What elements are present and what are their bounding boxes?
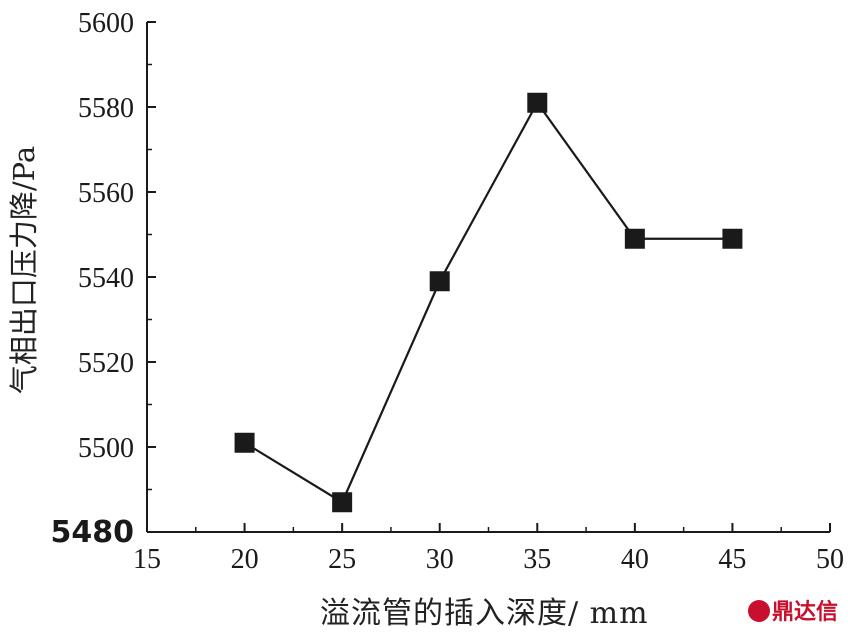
y-tick-label: 5500 <box>78 433 134 464</box>
y-tick-label: 5540 <box>78 263 134 294</box>
x-tick-label: 20 <box>231 544 259 575</box>
x-tick-label: 15 <box>133 544 161 575</box>
data-point-marker <box>332 492 353 513</box>
data-point-marker <box>722 228 743 249</box>
y-axis-label: 气相出口压力降/Pa <box>7 145 41 395</box>
series-line <box>243 100 733 504</box>
y-axis-label-box: 气相出口压力降/Pa <box>2 120 42 420</box>
x-axis-label: 溢流管的插入深度/ mm <box>320 596 649 631</box>
watermark-text: 鼎达信 <box>772 600 839 625</box>
y-tick-label: 5600 <box>78 8 134 39</box>
x-tick-label: 35 <box>523 544 551 575</box>
y-tick-label: 5580 <box>78 93 134 124</box>
x-tick-label: 45 <box>718 544 746 575</box>
y-tick-label: 5560 <box>78 178 134 209</box>
x-tick-label: 40 <box>621 544 649 575</box>
x-tick-label: 30 <box>426 544 454 575</box>
y-tick-label: 5480 <box>51 515 135 550</box>
y-tick-label: 5520 <box>78 348 134 379</box>
data-point-marker <box>234 432 255 453</box>
x-tick-label: 25 <box>328 544 356 575</box>
x-tick-label: 50 <box>816 544 844 575</box>
logo-icon <box>748 600 770 622</box>
data-point-marker <box>624 228 645 249</box>
data-point-marker <box>429 271 450 292</box>
data-point-marker <box>527 92 548 113</box>
watermark-logo: 鼎达信 <box>748 594 838 626</box>
